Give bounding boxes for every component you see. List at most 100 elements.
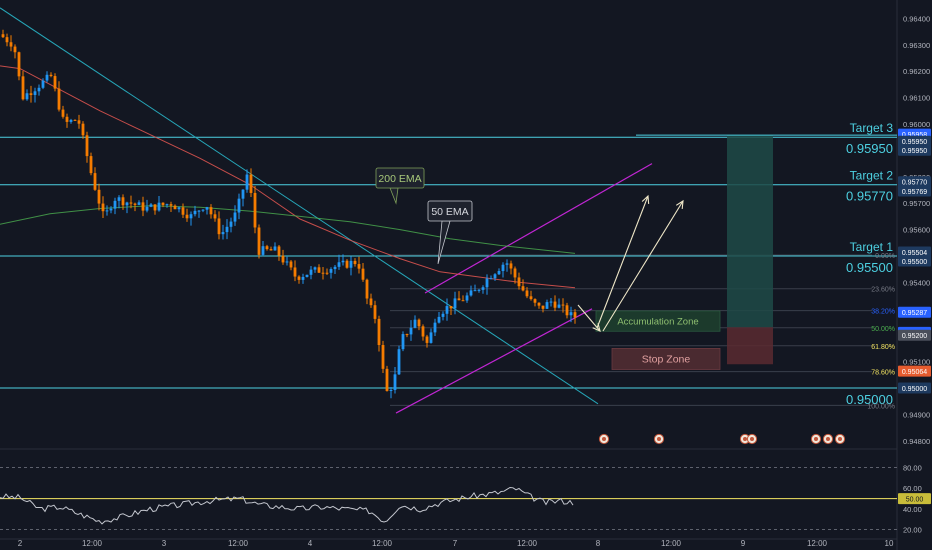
candlestick [313,266,317,273]
event-marker-dot [750,437,754,441]
candle-body [145,206,149,211]
candle-body [13,46,17,53]
projection-arrow-2 [602,199,684,332]
event-marker-icon[interactable] [598,433,610,445]
candlestick [181,203,185,219]
candle-body [297,276,301,280]
candlestick [97,183,101,211]
price-tag-bg [898,176,931,188]
price-tick-label: 0.96400 [903,14,930,23]
candlestick [301,273,305,284]
candlestick [497,268,501,276]
price-tick-label: 0.95100 [903,358,930,367]
candlestick [321,266,325,280]
candle-body [257,227,261,255]
price-tag-label: 0.95950 [902,148,927,155]
price-tag-label: 0.95770 [902,180,927,187]
candle-body [21,76,25,100]
candlestick [449,306,453,316]
candle-body [509,263,513,269]
rsi-tick-label: 80.00 [903,464,922,473]
candle-body [497,271,501,275]
candlestick [21,71,25,101]
candle-body [309,269,313,275]
candlestick [129,195,133,209]
candlestick [173,204,177,210]
candlestick [229,217,233,233]
time-tick-label: 12:00 [228,539,249,548]
candlestick [417,318,421,331]
fib-level-label: 23.60% [871,287,895,294]
projection-arrow-1-head [641,194,650,205]
candle-body [73,119,77,121]
event-marker-icon[interactable] [834,433,846,445]
candle-body [41,80,45,88]
candle-body [45,74,49,81]
candlestick [117,195,121,209]
fib-level-label: 78.60% [871,370,895,377]
candlestick [361,263,365,282]
candle-body [557,304,561,308]
event-marker-icon[interactable] [653,433,665,445]
candle-body [553,301,557,308]
time-tick-label: 2 [18,539,23,548]
candlestick [481,285,485,294]
ema-50-callout-box [427,200,473,222]
candlestick [405,333,409,338]
target-name-label: Target 2 [850,169,894,183]
candlestick [261,240,265,257]
candlestick [101,196,105,219]
candlestick [25,89,29,101]
candlestick [457,291,461,301]
candlestick [109,206,113,214]
ema-200-line [0,205,576,254]
price-tag-label: 0.95000 [902,386,927,393]
candle-body [301,276,305,280]
rsi-tick-label: 40.00 [903,505,922,514]
candle-body [29,93,33,95]
candle-body [197,210,201,212]
price-tag-label: 0.95200 [902,333,927,340]
candlestick [385,365,389,392]
candle-body [265,246,269,250]
candlestick [69,118,73,124]
candle-body [249,174,253,193]
candle-body [245,174,249,190]
candle-body [125,202,129,206]
candlestick [213,210,217,222]
candle-body [493,274,497,279]
event-marker-icon[interactable] [810,433,822,445]
event-marker-icon[interactable] [822,433,834,445]
price-tag-bg [898,135,931,147]
candlestick [273,242,277,251]
candle-body [429,332,433,343]
candlestick [37,84,41,96]
candle-body [253,192,257,228]
candle-body [49,74,53,77]
event-marker-icon[interactable] [746,433,758,445]
ema-200-callout-text: 200 EMA [378,173,421,185]
rsi-value-tag-label: 50.00 [906,497,924,504]
candlestick [453,291,457,315]
event-marker-icon[interactable] [739,433,751,445]
candle-body [153,204,157,211]
candlestick [217,211,221,240]
candlestick [241,189,245,207]
candlestick [277,245,281,261]
candlestick [445,298,449,321]
candle-body [221,232,225,235]
target-name-label: Target 1 [850,240,894,254]
candlestick [545,299,549,310]
candle-body [149,204,153,207]
candlestick [41,78,45,90]
candle-body [133,203,137,205]
candle-body [57,88,61,110]
candlestick [525,287,529,299]
candle-body [405,334,409,336]
candle-body [413,319,417,328]
time-tick-label: 3 [162,539,167,548]
candle-body [313,267,317,270]
candlestick [205,206,209,215]
candlestick [413,315,417,329]
